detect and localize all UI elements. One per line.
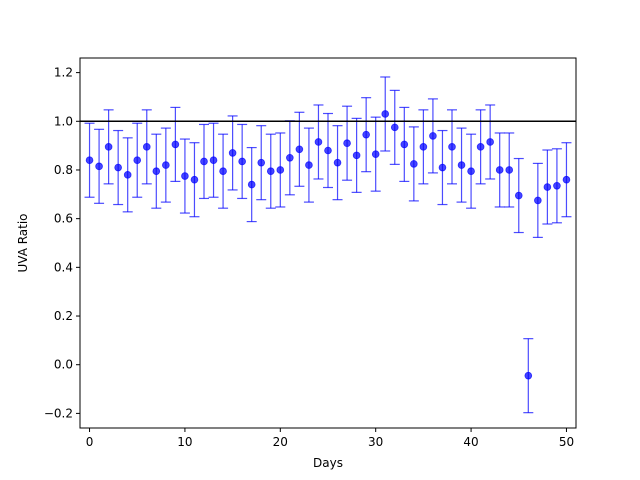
x-axis-label: Days — [313, 456, 343, 470]
data-point — [514, 191, 523, 200]
y-tick-label: 1.2 — [54, 66, 73, 80]
data-point — [495, 166, 504, 174]
data-point — [286, 154, 294, 162]
x-tick-label: 30 — [368, 435, 383, 449]
y-tick-label: 1.0 — [54, 114, 73, 128]
plot-frame — [79, 57, 577, 429]
data-point — [305, 161, 313, 169]
data-point — [486, 138, 494, 146]
data-point — [257, 158, 266, 167]
y-tick-label: −0.2 — [44, 406, 73, 420]
data-point — [238, 157, 246, 166]
data-point — [543, 183, 552, 191]
data-point — [190, 175, 199, 184]
data-point — [85, 156, 94, 165]
data-point — [333, 158, 342, 167]
data-point — [209, 156, 218, 165]
data-point — [400, 140, 409, 149]
y-axis-label: UVA Ratio — [16, 213, 30, 272]
data-point — [324, 146, 332, 155]
x-tick-label: 0 — [86, 435, 94, 449]
y-tick-label: 0.0 — [54, 358, 73, 372]
x-tick-label: 20 — [273, 435, 288, 449]
data-point — [228, 149, 237, 157]
data-point — [162, 161, 170, 169]
data-point — [152, 167, 161, 175]
data-point — [410, 160, 418, 168]
data-point — [95, 162, 103, 171]
data-point — [247, 180, 256, 189]
y-tick-label: 0.6 — [54, 212, 73, 226]
data-point — [457, 161, 466, 169]
data-point — [171, 140, 180, 149]
data-point — [219, 167, 227, 175]
data-point — [266, 167, 275, 175]
data-point — [314, 138, 323, 146]
data-point — [343, 139, 351, 147]
data-point — [534, 196, 542, 205]
y-axis: −0.2 0.0 0.2 0.4 0.6 0.8 1.0 1.2 — [44, 66, 80, 420]
data-point — [390, 123, 399, 132]
y-tick-label: 0.8 — [54, 163, 73, 177]
data-point — [276, 166, 285, 174]
data-point — [133, 156, 142, 165]
data-point — [181, 172, 189, 180]
y-tick-label: 0.2 — [54, 309, 73, 323]
data-point — [476, 143, 485, 151]
data-point — [371, 150, 380, 158]
plot-content — [84, 76, 572, 414]
data-point — [467, 167, 475, 175]
x-tick-label: 10 — [177, 435, 192, 449]
data-point — [429, 132, 437, 140]
data-point — [123, 171, 132, 179]
data-point — [562, 175, 571, 184]
data-point — [104, 143, 113, 151]
data-point — [381, 110, 390, 118]
data-point — [352, 151, 361, 160]
data-point — [438, 163, 447, 172]
data-point — [114, 163, 122, 172]
data-point — [553, 181, 561, 190]
data-point — [142, 143, 151, 151]
x-tick-label: 40 — [463, 435, 478, 449]
data-point — [419, 143, 428, 151]
data-point — [524, 371, 533, 380]
x-axis: 0 10 20 30 40 50 — [86, 428, 574, 449]
data-point — [505, 166, 514, 174]
data-point — [362, 130, 370, 139]
data-point — [448, 143, 456, 151]
data-point — [295, 145, 304, 154]
data-point — [200, 157, 208, 166]
y-tick-label: 0.4 — [54, 260, 73, 274]
x-tick-label: 50 — [559, 435, 574, 449]
